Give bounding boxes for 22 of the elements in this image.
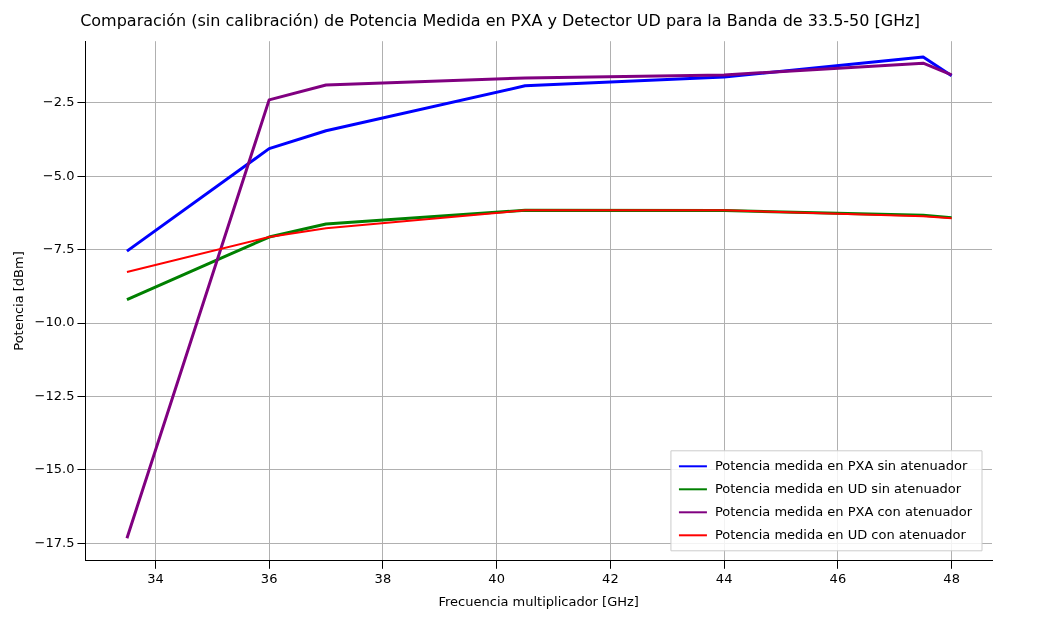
y-tick-label: −15.0 bbox=[34, 461, 75, 477]
x-axis-title: Frecuencia multiplicador [GHz] bbox=[438, 593, 639, 609]
x-tick-label: 36 bbox=[260, 570, 278, 586]
legend-label: Potencia medida en UD sin atenuador bbox=[714, 480, 962, 496]
x-tick-label: 44 bbox=[715, 570, 733, 586]
x-tick-label: 34 bbox=[147, 570, 164, 586]
y-tick-label: −12.5 bbox=[34, 387, 75, 403]
y-tick-label: −17.5 bbox=[34, 534, 75, 550]
legend-label: Potencia medida en PXA sin atenuador bbox=[714, 457, 968, 473]
y-tick-label: −7.5 bbox=[42, 241, 75, 256]
legend-label: Potencia medida en PXA con atenuador bbox=[714, 503, 973, 519]
x-tick-label: 46 bbox=[829, 570, 847, 586]
chart-title: Comparación (sin calibración) de Potencia Medida en PXA y Detector UD para la Banda de 33.5-50 [GHz] bbox=[80, 10, 920, 30]
y-axis-title: Potencia [dBm] bbox=[11, 251, 27, 351]
x-tick-label: 38 bbox=[374, 570, 392, 586]
x-tick-label: 42 bbox=[602, 570, 619, 586]
y-tick-label: −10.0 bbox=[34, 314, 75, 330]
x-tick-label: 48 bbox=[943, 570, 960, 586]
y-tick-label: −2.5 bbox=[42, 94, 75, 110]
legend-label: Potencia medida en UD con atenuador bbox=[714, 526, 967, 542]
y-tick-label: −5.0 bbox=[42, 167, 75, 183]
x-tick-label: 40 bbox=[488, 570, 505, 586]
